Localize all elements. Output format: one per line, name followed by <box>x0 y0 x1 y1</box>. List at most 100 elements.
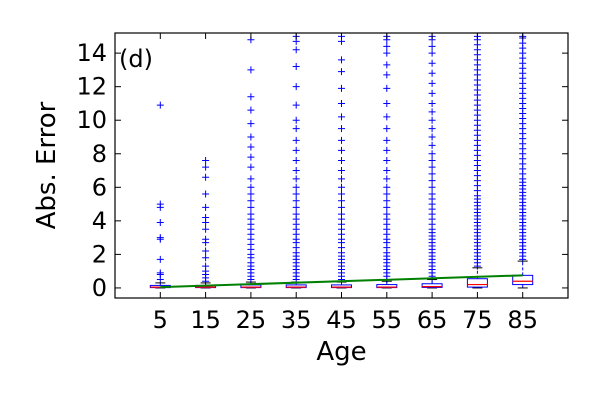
outlier-group <box>247 36 255 284</box>
y-axis: 0 2 4 6 8 10 12 14 <box>76 39 568 302</box>
outlier-marker <box>156 255 164 263</box>
outlier-marker <box>383 146 391 154</box>
outlier-marker <box>292 63 300 71</box>
outlier-marker <box>428 177 436 185</box>
outlier-marker <box>383 156 391 164</box>
outlier-marker <box>383 136 391 144</box>
outlier-marker <box>383 125 391 133</box>
x-tick-label: 55 <box>372 306 403 334</box>
outlier-marker <box>338 175 345 183</box>
outlier-marker <box>338 183 345 191</box>
x-tick-label: 45 <box>326 306 357 334</box>
outlier-marker <box>292 101 300 109</box>
box-group <box>421 279 443 289</box>
outlier-marker <box>202 163 210 171</box>
outlier-marker <box>202 254 210 262</box>
outlier-group <box>338 33 345 284</box>
box-group <box>466 267 488 289</box>
outlier-marker <box>202 190 210 198</box>
outlier-marker <box>292 46 300 54</box>
outlier-marker <box>247 93 255 101</box>
outlier-marker <box>202 173 210 181</box>
outlier-marker <box>428 89 436 97</box>
y-tick-label: 8 <box>92 140 107 168</box>
outlier-marker <box>383 71 391 79</box>
outlier-marker <box>338 146 345 154</box>
outlier-marker <box>247 120 255 128</box>
outlier-marker <box>338 56 345 64</box>
outlier-group <box>156 101 164 284</box>
outlier-marker <box>428 108 436 116</box>
outlier-marker <box>292 183 300 191</box>
x-tick-label: 65 <box>417 306 448 334</box>
outlier-marker <box>247 106 255 114</box>
outlier-marker <box>383 84 391 92</box>
y-axis-title: Abs. Error <box>32 101 62 229</box>
outlier-marker <box>428 190 436 198</box>
box-group <box>512 260 534 289</box>
outlier-marker <box>292 146 300 154</box>
outlier-marker <box>202 213 210 221</box>
y-tick-label: 6 <box>92 173 107 201</box>
outlier-marker <box>428 116 436 124</box>
outlier-marker <box>383 183 391 191</box>
outlier-marker <box>428 133 436 141</box>
outlier-marker <box>338 136 345 144</box>
outlier-group <box>473 33 481 270</box>
y-tick-label: 0 <box>92 274 107 302</box>
outlier-marker <box>383 61 391 69</box>
outlier-group <box>383 33 391 284</box>
outlier-marker <box>383 99 391 107</box>
outlier-marker <box>292 197 300 205</box>
outlier-marker <box>156 219 164 227</box>
outlier-marker <box>292 175 300 183</box>
outlier-marker <box>338 99 345 107</box>
box <box>421 283 443 288</box>
x-tick-label: 75 <box>462 306 493 334</box>
outlier-marker <box>383 175 391 183</box>
outlier-marker <box>428 59 436 67</box>
outlier-marker <box>428 150 436 158</box>
x-tick-label: 35 <box>281 306 312 334</box>
y-tick-label: 14 <box>76 39 107 67</box>
outlier-group <box>519 33 527 263</box>
outlier-marker <box>156 234 164 242</box>
x-tick-label: 15 <box>190 306 221 334</box>
outlier-marker <box>247 210 255 218</box>
outlier-marker <box>292 190 300 198</box>
outlier-marker <box>338 125 345 133</box>
outlier-marker <box>247 153 255 161</box>
outlier-marker <box>383 49 391 57</box>
outlier-marker <box>247 163 255 171</box>
outlier-group <box>292 33 300 284</box>
y-tick-label: 2 <box>92 240 107 268</box>
outlier-marker <box>428 183 436 191</box>
outlier-marker <box>428 163 436 171</box>
box <box>512 274 534 286</box>
outlier-marker <box>383 167 391 175</box>
outlier-marker <box>383 42 391 50</box>
outlier-marker <box>202 262 210 270</box>
outlier-marker <box>428 49 436 57</box>
outlier-marker <box>247 175 255 183</box>
y-tick-label: 10 <box>76 106 107 134</box>
outlier-marker <box>202 247 210 255</box>
outlier-marker <box>292 156 300 164</box>
outlier-marker <box>428 79 436 87</box>
outlier-group <box>428 33 436 284</box>
outlier-marker <box>292 125 300 133</box>
outlier-marker <box>247 66 255 74</box>
outlier-marker <box>292 136 300 144</box>
y-tick-label: 12 <box>76 73 107 101</box>
outlier-marker <box>338 167 345 175</box>
outlier-marker <box>247 133 255 141</box>
trend-line <box>160 274 523 289</box>
outlier-marker <box>292 210 300 218</box>
outlier-marker <box>292 203 300 211</box>
outlier-marker <box>247 203 255 211</box>
x-tick-label: 5 <box>153 306 168 334</box>
outlier-marker <box>338 113 345 121</box>
outlier-marker <box>338 68 345 76</box>
outlier-marker <box>338 190 345 198</box>
